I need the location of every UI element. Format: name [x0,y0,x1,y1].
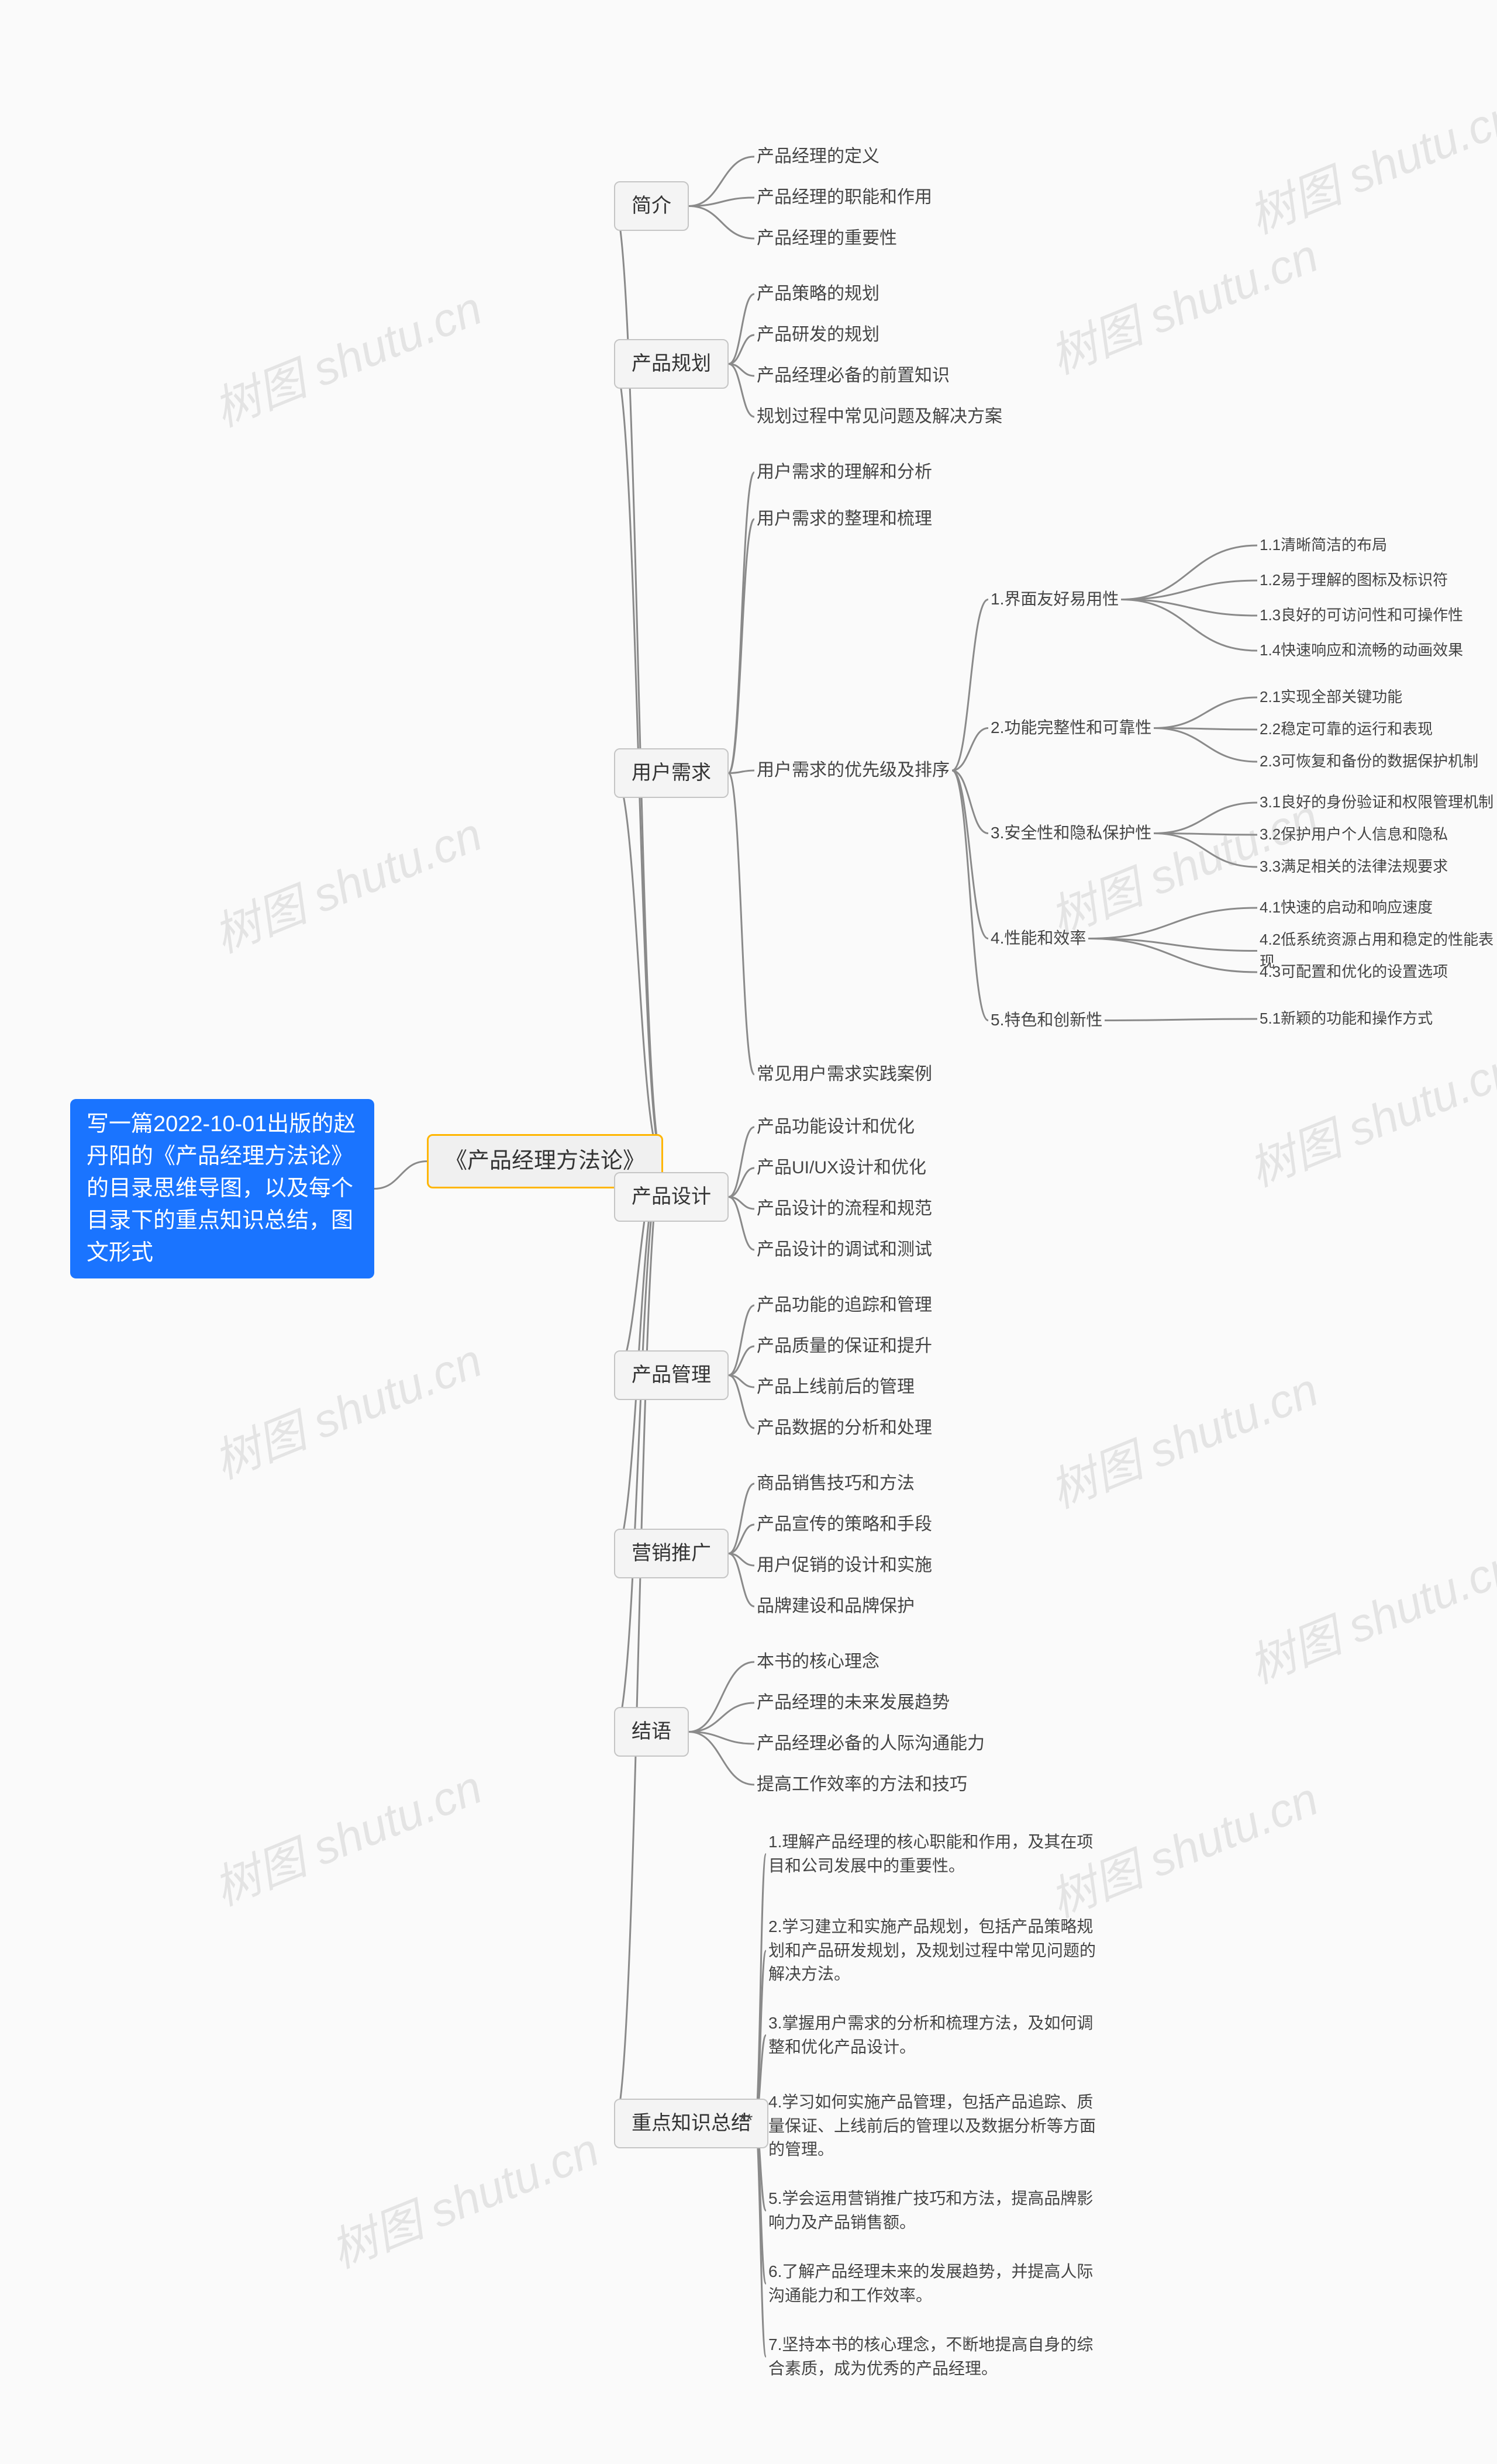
leaf-u3-2-1: 2.1实现全部关键功能 [1257,684,1405,711]
item-mg-1: 产品功能的追踪和管理 [754,1289,934,1322]
watermark: 树图 shutu.cn [1039,218,1327,387]
leaf-u3-4-1: 4.1快速的启动和响应速度 [1257,894,1435,921]
chapter-plan[interactable]: 产品规划 [614,339,729,389]
chapter-design[interactable]: 产品设计 [614,1172,729,1222]
leaf-u3-1-2: 1.2易于理解的图标及标识符 [1257,567,1450,594]
leaf-u3-1-4: 1.4快速响应和流畅的动画效果 [1257,637,1465,664]
chapter-market[interactable]: 营销推广 [614,1529,729,1578]
watermark: 树图 shutu.cn [1237,1528,1497,1696]
watermark: 树图 shutu.cn [1237,78,1497,247]
item-end-4: 提高工作效率的方法和技巧 [754,1768,970,1801]
item-intro-3: 产品经理的重要性 [754,222,899,255]
item-des-4: 产品设计的调试和测试 [754,1233,934,1266]
subitem-u3-5: 5.特色和创新性 [988,1005,1105,1035]
subitem-u3-4: 4.性能和效率 [988,924,1088,953]
summary-item-s4: 4.学习如何实施产品管理，包括产品追踪、质量保证、上线前后的管理以及数据分析等方… [766,2087,1105,2165]
leaf-u3-5-1: 5.1新颖的功能和操作方式 [1257,1005,1435,1032]
leaf-u3-3-2: 3.2保护用户个人信息和隐私 [1257,821,1450,848]
item-mk-3: 用户促销的设计和实施 [754,1549,934,1582]
subitem-u3-1: 1.界面友好易用性 [988,585,1121,614]
watermark: 树图 shutu.cn [202,797,491,966]
item-plan-2: 产品研发的规划 [754,319,882,351]
chapter-user[interactable]: 用户需求 [614,748,729,798]
item-mg-2: 产品质量的保证和提升 [754,1330,934,1363]
item-end-2: 产品经理的未来发展趋势 [754,1687,952,1719]
root-node: 写一篇2022-10-01出版的赵丹阳的《产品经理方法论》的目录思维导图，以及每… [70,1099,374,1278]
item-user-3: 用户需求的优先级及排序 [754,754,952,787]
summary-item-s6: 6.了解产品经理未来的发展趋势，并提高人际沟通能力和工作效率。 [766,2256,1105,2311]
chapter-intro[interactable]: 简介 [614,181,689,231]
item-mk-1: 商品销售技巧和方法 [754,1467,917,1500]
item-end-1: 本书的核心理念 [754,1646,882,1678]
leaf-u3-1-3: 1.3良好的可访问性和可操作性 [1257,602,1465,629]
summary-item-s2: 2.学习建立和实施产品规划，包括产品策略规划和产品研发规划，及规划过程中常见问题… [766,1912,1105,1990]
item-intro-2: 产品经理的职能和作用 [754,181,934,214]
item-mg-4: 产品数据的分析和处理 [754,1412,934,1444]
leaf-u3-3-3: 3.3满足相关的法律法规要求 [1257,853,1450,880]
item-plan-3: 产品经理必备的前置知识 [754,360,952,392]
summary-item-s5: 5.学会运用营销推广技巧和方法，提高品牌影响力及产品销售额。 [766,2183,1105,2238]
watermark: 树图 shutu.cn [202,1323,491,1492]
summary-item-s7: 7.坚持本书的核心理念，不断地提高自身的综合素质，成为优秀的产品经理。 [766,2330,1105,2384]
item-end-3: 产品经理必备的人际沟通能力 [754,1727,987,1760]
watermark: 树图 shutu.cn [202,271,491,440]
chapter-manage[interactable]: 产品管理 [614,1350,729,1400]
item-user-1: 用户需求的理解和分析 [754,456,934,489]
item-mg-3: 产品上线前后的管理 [754,1371,917,1404]
leaf-u3-2-2: 2.2稳定可靠的运行和表现 [1257,716,1435,743]
item-des-2: 产品UI/UX设计和优化 [754,1152,929,1184]
item-intro-1: 产品经理的定义 [754,140,882,173]
watermark: 树图 shutu.cn [1237,1031,1497,1200]
item-user-2: 用户需求的整理和梳理 [754,503,934,535]
item-plan-1: 产品策略的规划 [754,278,882,310]
summary-item-s3: 3.掌握用户需求的分析和梳理方法，及如何调整和优化产品设计。 [766,2008,1105,2062]
subitem-u3-3: 3.安全性和隐私保护性 [988,818,1154,848]
watermark: 树图 shutu.cn [1039,1352,1327,1521]
item-des-3: 产品设计的流程和规范 [754,1193,934,1225]
item-mk-4: 品牌建设和品牌保护 [754,1590,917,1623]
leaf-u3-3-1: 3.1良好的身份验证和权限管理机制 [1257,789,1496,816]
item-mk-2: 产品宣传的策略和手段 [754,1508,934,1541]
leaf-u3-1-1: 1.1清晰简洁的布局 [1257,532,1389,559]
chapter-marker-summary: ** [737,2104,755,2137]
item-plan-4: 规划过程中常见问题及解决方案 [754,400,1005,433]
item-user-4: 常见用户需求实践案例 [754,1058,934,1091]
subitem-u3-2: 2.功能完整性和可靠性 [988,713,1154,743]
leaf-u3-2-3: 2.3可恢复和备份的数据保护机制 [1257,748,1481,775]
leaf-u3-4-3: 4.3可配置和优化的设置选项 [1257,959,1450,986]
item-des-1: 产品功能设计和优化 [754,1111,917,1143]
watermark: 树图 shutu.cn [202,1750,491,1919]
watermark: 树图 shutu.cn [319,2112,608,2281]
chapter-end[interactable]: 结语 [614,1707,689,1757]
summary-item-s1: 1.理解产品经理的核心职能和作用，及其在项目和公司发展中的重要性。 [766,1827,1105,1881]
